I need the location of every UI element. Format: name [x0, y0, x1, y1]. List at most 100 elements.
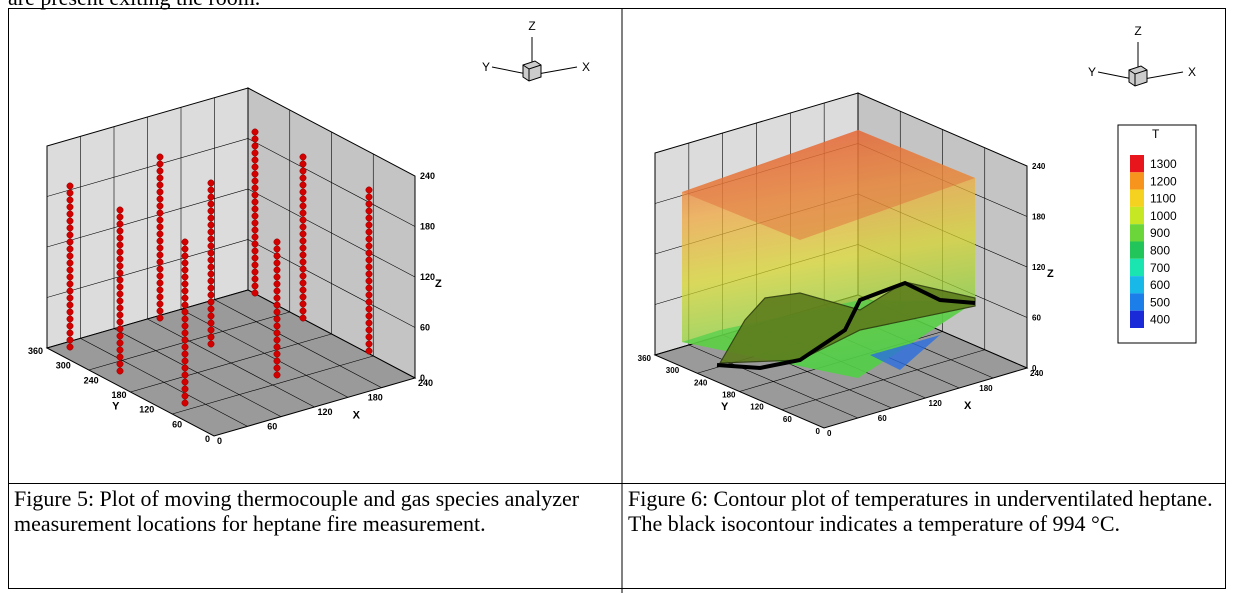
measurement-point: [156, 251, 164, 259]
z-tick-label: 180: [1032, 213, 1046, 222]
measurement-point: [251, 282, 259, 290]
measurement-point: [273, 252, 281, 260]
legend-swatch: [1130, 206, 1144, 225]
measurement-point: [365, 284, 373, 292]
measurement-point: [251, 149, 259, 157]
measurement-point: [365, 326, 373, 334]
legend-swatch: [1130, 258, 1144, 277]
measurement-point: [251, 212, 259, 220]
measurement-point: [66, 294, 74, 302]
legend-label: 500: [1150, 295, 1170, 309]
measurement-point: [181, 371, 189, 379]
legend-swatch: [1130, 155, 1144, 173]
measurement-point: [156, 258, 164, 266]
measurement-point: [66, 217, 74, 225]
measurement-point: [181, 266, 189, 274]
measurement-point: [116, 318, 124, 326]
measurement-point: [299, 188, 307, 196]
measurement-point: [207, 270, 215, 278]
measurement-point: [365, 214, 373, 222]
measurement-point: [207, 242, 215, 250]
measurement-point: [116, 220, 124, 228]
y-tick-label: 360: [28, 346, 43, 356]
measurement-point: [273, 280, 281, 288]
x-tick-label: 0: [827, 429, 832, 438]
measurement-point: [365, 333, 373, 341]
legend-label: 1100: [1150, 192, 1176, 206]
legend-label: 800: [1150, 244, 1170, 258]
measurement-point: [181, 315, 189, 323]
measurement-point: [156, 223, 164, 231]
measurement-point: [251, 205, 259, 213]
measurement-point: [365, 249, 373, 257]
measurement-point: [207, 200, 215, 208]
axis-label: X: [964, 400, 972, 412]
measurement-point: [273, 322, 281, 330]
measurement-point: [207, 256, 215, 264]
triad-label: Y: [1088, 65, 1096, 79]
measurement-point: [181, 308, 189, 316]
measurement-point: [181, 259, 189, 267]
measurement-point: [299, 293, 307, 301]
legend-swatch: [1130, 189, 1144, 207]
y-tick-label: 60: [783, 415, 792, 424]
measurement-point: [207, 179, 215, 187]
measurement-point: [156, 209, 164, 217]
measurement-point: [156, 167, 164, 175]
measurement-point: [273, 315, 281, 323]
legend-swatch: [1130, 172, 1144, 190]
measurement-point: [156, 272, 164, 280]
measurement-point: [251, 191, 259, 199]
legend-label: 1300: [1150, 157, 1177, 171]
measurement-point: [365, 200, 373, 208]
measurement-point: [365, 319, 373, 327]
y-tick-label: 60: [172, 419, 182, 429]
measurement-point: [66, 238, 74, 246]
measurement-point: [273, 371, 281, 379]
measurement-point: [66, 224, 74, 232]
axis-label: Y: [721, 401, 729, 413]
measurement-point: [273, 357, 281, 365]
measurement-point: [156, 195, 164, 203]
measurement-point: [66, 196, 74, 204]
measurement-point: [156, 265, 164, 273]
measurement-point: [156, 216, 164, 224]
measurement-point: [66, 336, 74, 344]
y-tick-label: 300: [666, 366, 680, 375]
measurement-point: [299, 307, 307, 315]
measurement-point: [207, 298, 215, 306]
measurement-point: [273, 329, 281, 337]
measurement-point: [299, 195, 307, 203]
axis-label: X: [353, 409, 361, 421]
measurement-point: [156, 188, 164, 196]
measurement-point: [273, 336, 281, 344]
measurement-point: [116, 255, 124, 263]
measurement-point: [299, 181, 307, 189]
measurement-point: [181, 329, 189, 337]
y-tick-label: 180: [111, 390, 126, 400]
measurement-point: [273, 287, 281, 295]
grid-line: [781, 349, 985, 411]
measurement-point: [365, 347, 373, 355]
legend-label: 600: [1150, 278, 1170, 292]
measurement-point: [207, 284, 215, 292]
measurement-point: [299, 237, 307, 245]
triad-label: X: [582, 60, 590, 74]
legend-swatch: [1130, 224, 1144, 242]
legend-swatch: [1130, 310, 1144, 328]
measurement-point: [156, 153, 164, 161]
measurement-point: [156, 202, 164, 210]
measurement-point: [251, 135, 259, 143]
measurement-point: [365, 207, 373, 215]
measurement-point: [299, 265, 307, 273]
axis-label: Z: [435, 278, 442, 290]
measurement-point: [207, 207, 215, 215]
measurement-point: [299, 286, 307, 294]
y-tick-label: 240: [694, 378, 708, 387]
measurement-point: [66, 329, 74, 337]
measurement-point: [66, 308, 74, 316]
measurement-point: [207, 340, 215, 348]
measurement-point: [299, 167, 307, 175]
measurement-point: [365, 277, 373, 285]
